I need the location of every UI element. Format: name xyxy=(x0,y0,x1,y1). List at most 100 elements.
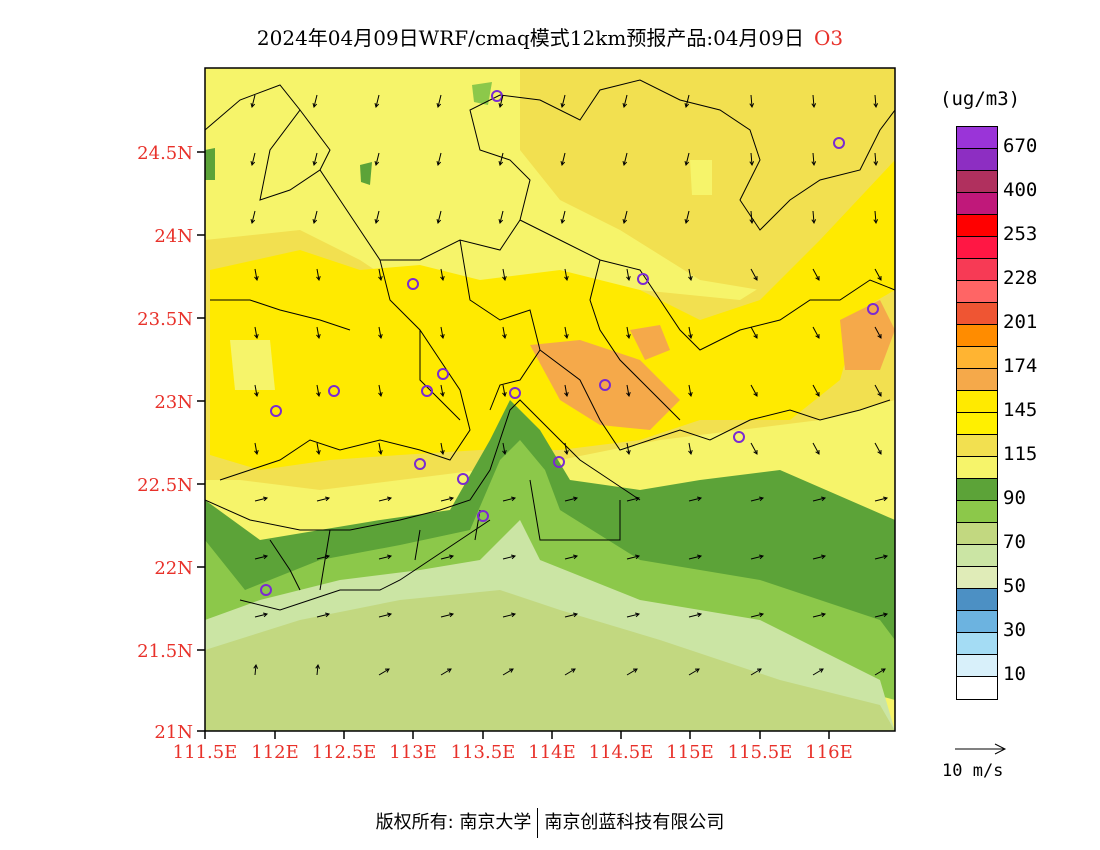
wind-arrow-head xyxy=(250,219,256,225)
legend-tick-label: 174 xyxy=(1003,355,1038,377)
legend-swatch xyxy=(957,171,997,193)
lat-label: 24N xyxy=(154,226,193,247)
wind-arrow xyxy=(812,613,826,618)
city-marker xyxy=(414,458,426,470)
wind-arrow-head xyxy=(440,392,445,398)
reference-wind-arrow xyxy=(955,743,1007,755)
wind-arrow xyxy=(561,210,566,224)
wind-arrow-head xyxy=(811,219,817,225)
wind-arrow xyxy=(626,613,640,618)
wind-arrow xyxy=(437,94,442,108)
wind-arrow xyxy=(874,152,877,166)
lon-label: 114E xyxy=(528,742,576,763)
wind-arrow xyxy=(378,555,392,560)
wind-arrow xyxy=(626,497,640,502)
wind-arrow xyxy=(254,326,258,339)
wind-arrow xyxy=(564,442,568,455)
latitude-labels: 24.5N 24N 23.5N 23N 22.5N 22N 21.5N 21N xyxy=(137,143,193,743)
wind-arrow xyxy=(623,94,628,108)
wind-arrow xyxy=(812,384,820,397)
wind-arrow-head xyxy=(325,612,331,618)
wind-arrow xyxy=(375,210,380,224)
lat-label: 23N xyxy=(154,392,193,413)
wind-arrow-head xyxy=(254,450,259,456)
wind-arrow-head xyxy=(254,334,259,340)
wind-arrow xyxy=(437,210,442,224)
wind-arrow-head xyxy=(312,161,318,167)
wind-arrow xyxy=(750,442,758,455)
wind-arrow-head xyxy=(573,554,579,560)
wind-arrow-head xyxy=(449,496,455,502)
wind-arrow-head xyxy=(384,668,390,673)
wind-arrow xyxy=(750,268,758,281)
wind-arrow xyxy=(874,210,877,224)
wind-arrow xyxy=(561,152,566,166)
wind-arrow xyxy=(685,152,690,166)
legend-swatch xyxy=(957,523,997,545)
wind-arrow-head xyxy=(635,554,641,560)
wind-arrow xyxy=(378,384,382,397)
wind-arrow-head xyxy=(749,103,755,109)
wind-arrow-head xyxy=(753,449,758,455)
wind-arrow-head xyxy=(880,668,886,673)
wind-arrow-head xyxy=(502,450,507,456)
wind-arrow-head xyxy=(877,391,882,397)
wind-arrow-head xyxy=(387,612,393,618)
wind-arrow-head xyxy=(877,449,882,455)
wind-arrow-head xyxy=(684,161,690,167)
wind-arrow xyxy=(750,326,758,339)
wind-arrow-head xyxy=(325,554,331,560)
wind-arrow-head xyxy=(873,161,879,167)
wind-arrow xyxy=(254,555,268,560)
wind-arrow xyxy=(812,442,820,455)
legend-swatch xyxy=(957,391,997,413)
wind-arrow xyxy=(874,555,888,560)
lat-label: 21N xyxy=(154,722,193,743)
wind-arrow-head xyxy=(263,554,269,560)
wind-arrow xyxy=(502,613,516,618)
longitude-labels: 111.5E 112E 112.5E 113E 113.5E 114E 114.… xyxy=(173,742,853,763)
wind-arrow-head xyxy=(250,161,256,167)
wind-arrow-head xyxy=(622,161,628,167)
lat-label: 23.5N xyxy=(137,309,193,330)
city-markers xyxy=(260,90,879,596)
plot-frame xyxy=(204,67,896,732)
legend-swatch xyxy=(957,501,997,523)
lon-label: 116E xyxy=(805,742,853,763)
legend-swatch xyxy=(957,457,997,479)
wind-arrow xyxy=(378,326,382,339)
wind-arrow xyxy=(316,384,320,397)
wind-arrow-head xyxy=(560,103,566,109)
wind-arrow xyxy=(874,613,888,618)
wind-arrow-head xyxy=(440,276,445,282)
wind-arrow-head xyxy=(449,554,455,560)
wind-arrow-head xyxy=(312,103,318,109)
legend-tick-label: 228 xyxy=(1003,267,1038,289)
wind-arrow xyxy=(254,442,258,455)
wind-arrow xyxy=(564,555,578,560)
axis-ticks xyxy=(197,151,830,739)
wind-arrow-head xyxy=(688,276,693,282)
lon-label: 112.5E xyxy=(312,742,377,763)
city-marker xyxy=(833,137,845,149)
legend-tick-label: 201 xyxy=(1003,311,1038,333)
wind-arrow xyxy=(750,384,758,397)
wind-arrow xyxy=(440,613,454,618)
wind-arrow-head xyxy=(635,496,641,502)
wind-arrow-head xyxy=(626,450,631,456)
wind-arrow xyxy=(874,668,886,676)
legend-swatch xyxy=(957,303,997,325)
wind-arrow-head xyxy=(883,612,889,618)
city-marker xyxy=(867,303,879,315)
lon-label: 111.5E xyxy=(173,742,238,763)
wind-arrow xyxy=(440,555,454,560)
wind-arrow xyxy=(812,94,815,108)
wind-arrow-head xyxy=(254,276,259,282)
wind-arrow-head xyxy=(626,334,631,340)
wind-arrow-head xyxy=(632,668,638,673)
wind-reference-label: 10 m/s xyxy=(942,761,1004,781)
footer-separator xyxy=(537,808,539,838)
wind-arrow xyxy=(561,94,566,108)
city-marker xyxy=(509,387,521,399)
wind-arrow xyxy=(316,268,320,281)
